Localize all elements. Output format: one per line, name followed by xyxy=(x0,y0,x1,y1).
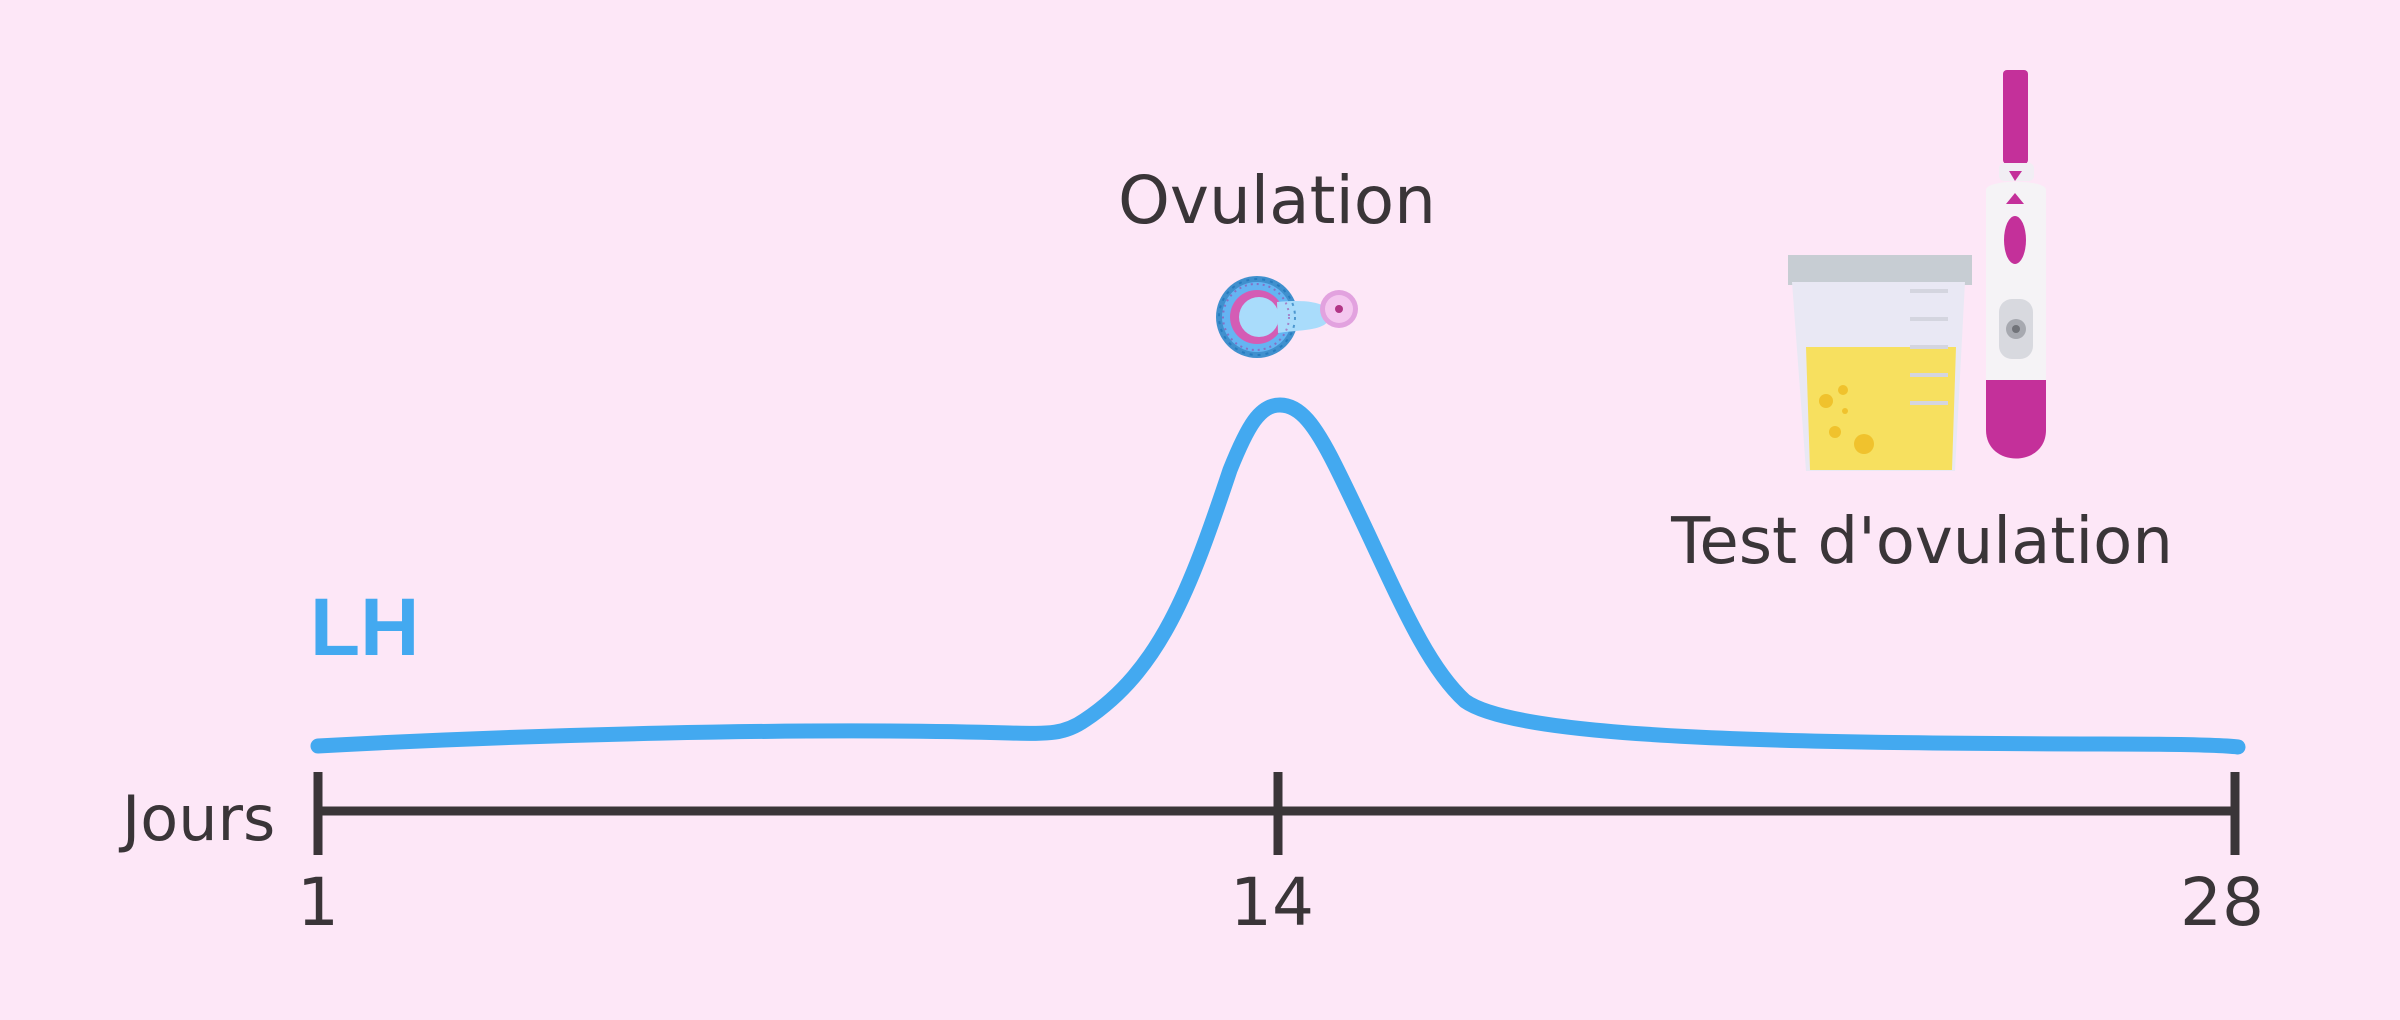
tick-label-28: 28 xyxy=(2180,864,2264,941)
ovulation-test-stick-icon xyxy=(1986,70,2046,459)
days-axis xyxy=(313,772,2240,855)
tick-label-14: 14 xyxy=(1230,864,1314,941)
lh-curve xyxy=(310,397,2246,755)
lh-label: LH xyxy=(310,582,419,673)
tick-label-1: 1 xyxy=(297,864,339,941)
test-label: Test d'ovulation xyxy=(1670,505,2173,579)
ovum-release-icon xyxy=(1216,276,1358,358)
ovulation-label: Ovulation xyxy=(1118,162,1436,239)
urine-cup-icon xyxy=(1788,255,1972,471)
axis-label: Jours xyxy=(118,782,275,855)
